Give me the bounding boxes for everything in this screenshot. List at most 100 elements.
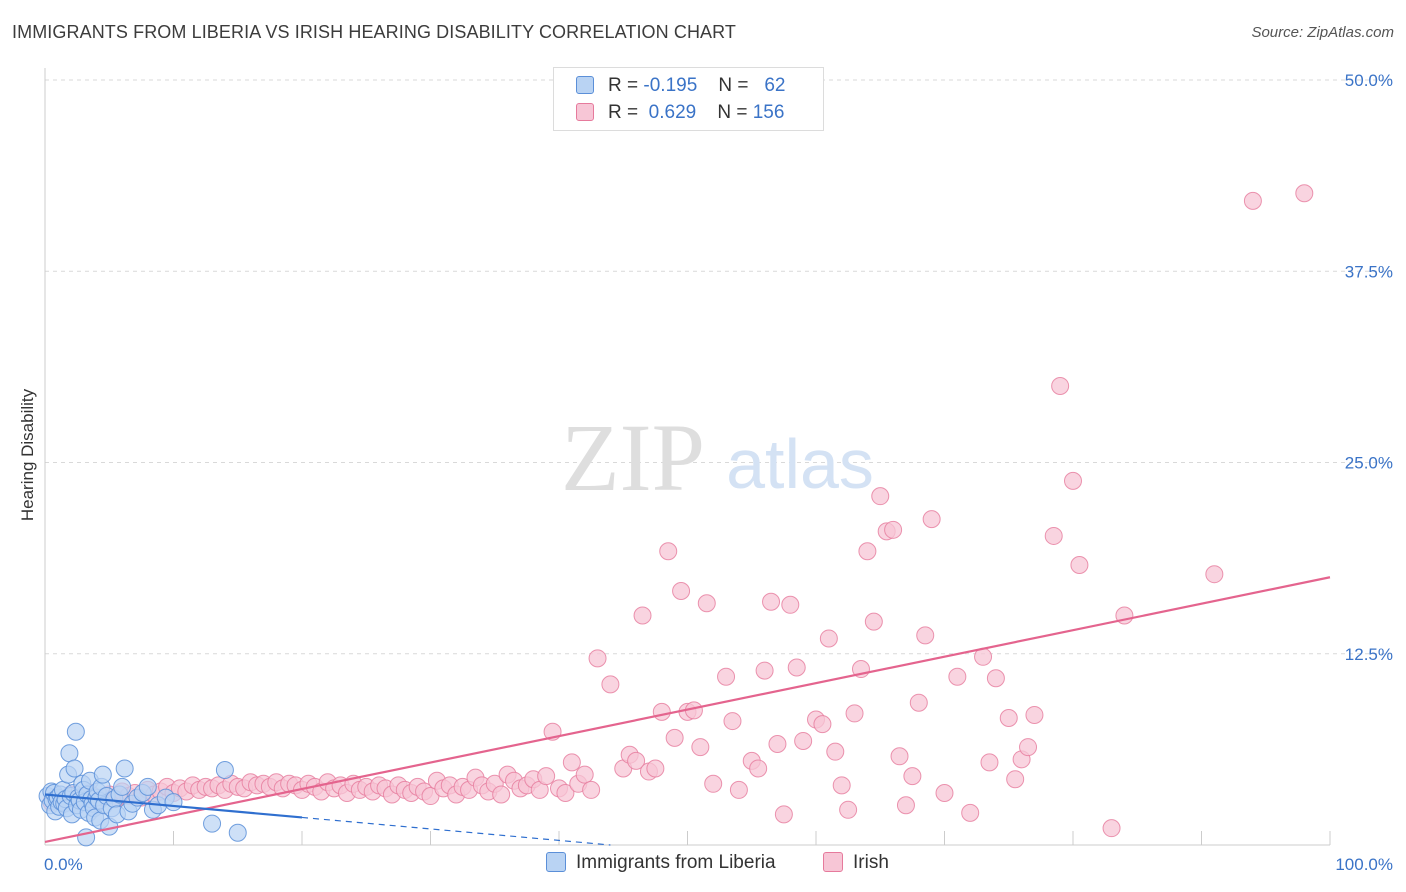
- irish-point: [1006, 770, 1025, 789]
- irish-point: [1019, 738, 1038, 757]
- irish-point: [896, 796, 915, 815]
- legend-item-irish: Irish: [823, 852, 889, 874]
- r-value: 0.629: [648, 102, 697, 123]
- liberia-point: [203, 814, 222, 833]
- irish-point: [659, 542, 678, 561]
- x-tick-label: 100.0%: [1335, 855, 1393, 874]
- irish-point: [1295, 184, 1314, 203]
- n-value: 156: [752, 102, 785, 123]
- irish-swatch: [576, 103, 594, 121]
- irish-point: [794, 731, 813, 750]
- y-tick-label: 12.5%: [1345, 645, 1393, 664]
- irish-point: [691, 738, 710, 757]
- legend-item-liberia: Immigrants from Liberia: [546, 852, 776, 874]
- irish-point: [871, 487, 890, 506]
- irish-point: [774, 805, 793, 824]
- watermark-atlas: atlas: [726, 425, 874, 503]
- y-tick-label: 37.5%: [1345, 262, 1393, 281]
- irish-point: [588, 649, 607, 668]
- irish-point: [1044, 526, 1063, 545]
- legend-label-liberia: Immigrants from Liberia: [576, 852, 776, 873]
- watermark: ZIP atlas: [561, 404, 874, 511]
- trend-lines: [44, 576, 1331, 846]
- chart-title: IMMIGRANTS FROM LIBERIA VS IRISH HEARING…: [12, 22, 737, 42]
- liberia-point: [65, 759, 84, 778]
- stats-legend: R = -0.195 N = 62 R = 0.629 N = 156: [553, 67, 824, 131]
- source-label: Source: ZipAtlas.com: [1251, 24, 1394, 41]
- liberia-point: [138, 777, 157, 796]
- irish-point: [582, 780, 601, 799]
- r-label: R =: [608, 102, 639, 123]
- r-label: R =: [608, 75, 639, 96]
- tick-labels: 12.5% 25.0% 37.5% 50.0% 0.0% 100.0%: [44, 71, 1393, 874]
- irish-point: [768, 735, 787, 754]
- irish-point: [999, 709, 1018, 728]
- irish-point: [627, 751, 646, 770]
- liberia-point: [113, 777, 132, 796]
- irish-point: [948, 667, 967, 686]
- liberia-point: [66, 722, 85, 741]
- x-tick-label: 0.0%: [44, 855, 83, 874]
- irish-point: [1102, 819, 1121, 838]
- n-label: N =: [717, 102, 748, 123]
- irish-point: [537, 767, 556, 786]
- irish-point: [935, 783, 954, 802]
- irish-point: [1064, 471, 1082, 490]
- liberia-point: [60, 744, 79, 763]
- y-tick-label: 50.0%: [1345, 71, 1393, 90]
- n-value: 62: [764, 75, 786, 96]
- irish-point: [986, 669, 1005, 688]
- irish-point: [704, 774, 723, 793]
- irish-point: [819, 629, 838, 648]
- irish-point: [492, 785, 511, 804]
- liberia-point: [215, 761, 234, 780]
- irish-point: [884, 520, 903, 539]
- irish-point: [845, 704, 864, 723]
- irish-point: [562, 753, 581, 772]
- irish-point: [858, 542, 877, 561]
- irish-point: [601, 675, 620, 694]
- irish-point: [575, 765, 594, 784]
- irish-point: [813, 715, 832, 734]
- irish-point: [1051, 377, 1070, 395]
- irish-point: [556, 783, 575, 802]
- irish-point: [729, 780, 748, 799]
- irish-point: [916, 626, 935, 645]
- liberia-point: [228, 823, 247, 842]
- irish-point: [1070, 556, 1089, 575]
- liberia-swatch: [576, 76, 594, 94]
- irish-point: [890, 747, 909, 766]
- irish-point: [839, 800, 858, 819]
- irish-point: [665, 728, 684, 747]
- liberia-point: [93, 765, 112, 784]
- irish-point: [864, 612, 883, 631]
- irish-point: [762, 592, 781, 611]
- axes: [44, 68, 1331, 846]
- irish-point: [652, 702, 671, 721]
- irish-point: [961, 803, 980, 822]
- liberia-point: [164, 793, 183, 812]
- irish-point: [723, 712, 742, 731]
- irish-point: [697, 594, 716, 613]
- stats-legend-row-liberia: R = -0.195 N = 62: [576, 75, 785, 99]
- liberia-point: [115, 759, 134, 778]
- irish-point: [749, 759, 768, 778]
- irish-point: [646, 759, 665, 778]
- n-label: N =: [718, 75, 749, 96]
- irish-point: [1243, 191, 1262, 210]
- irish-point: [787, 658, 806, 677]
- liberia-trend-extension: [301, 816, 611, 846]
- stats-legend-row-irish: R = 0.629 N = 156: [576, 102, 784, 126]
- irish-point: [980, 753, 999, 772]
- irish-point: [755, 661, 774, 680]
- irish-point: [1025, 705, 1044, 724]
- irish-point: [832, 776, 851, 795]
- liberia-legend-swatch: [546, 852, 566, 872]
- irish-point: [672, 582, 691, 601]
- y-axis-label: Hearing Disability: [18, 388, 37, 522]
- liberia-trend-line: [44, 793, 303, 819]
- legend-label-irish: Irish: [853, 852, 889, 873]
- irish-point: [633, 606, 652, 625]
- irish-point: [717, 667, 736, 686]
